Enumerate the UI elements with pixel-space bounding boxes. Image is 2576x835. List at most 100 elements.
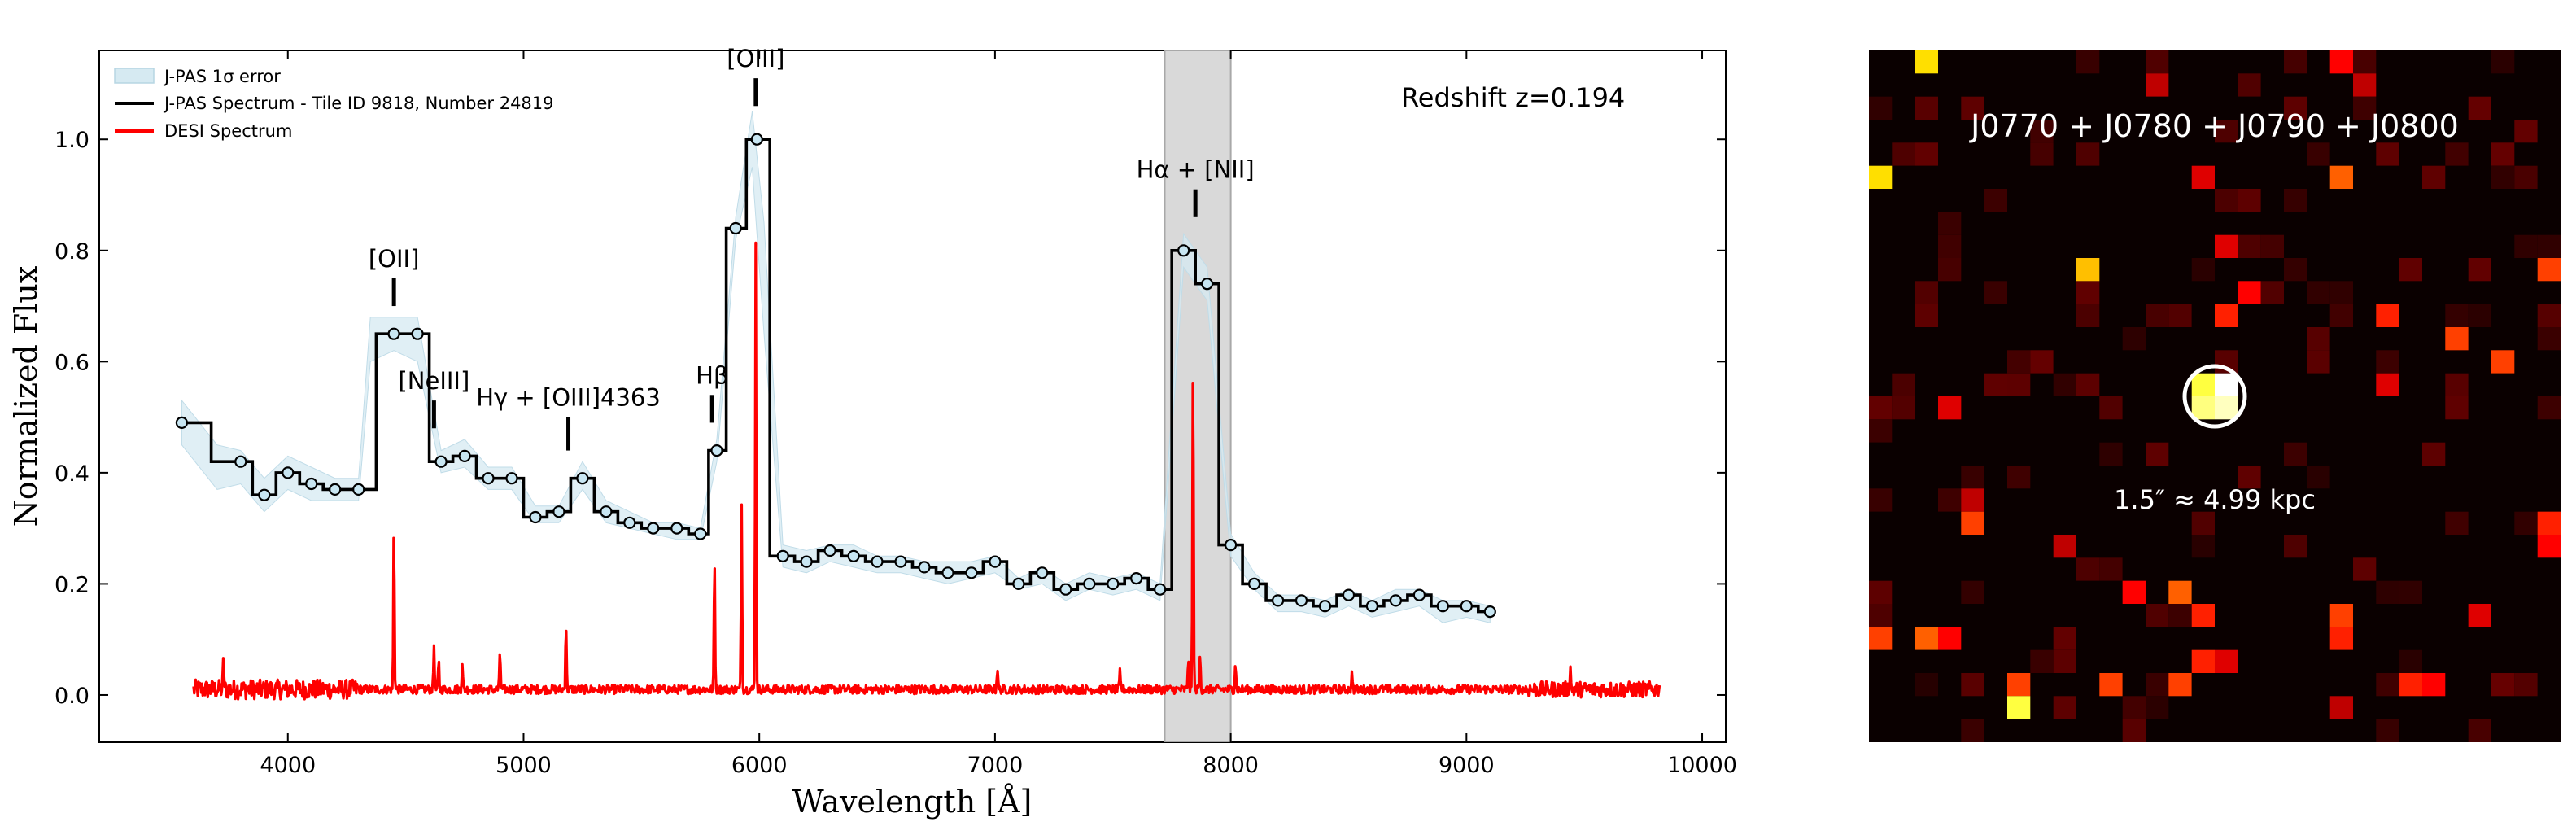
bright-pixel: [2191, 604, 2215, 627]
bright-pixel: [2168, 580, 2192, 604]
bright-pixel: [2353, 73, 2377, 97]
faint-pixel: [2537, 327, 2561, 351]
faint-pixel: [2168, 604, 2192, 627]
faint-pixel: [2491, 165, 2515, 189]
faint-pixel: [2445, 142, 2469, 166]
bright-pixel: [2007, 696, 2031, 719]
line-marker-label: [OIII]: [727, 45, 784, 72]
faint-pixel: [1869, 96, 1893, 120]
bright-pixel: [2537, 511, 2561, 535]
line-marker-label: [OII]: [369, 245, 420, 273]
faint-pixel: [2399, 580, 2422, 604]
x-tick-label: 10000: [1667, 753, 1737, 778]
redshift-annotation: Redshift z=0.194: [1401, 82, 1625, 113]
jpas-point: [776, 549, 789, 562]
bright-pixel: [1869, 627, 1893, 650]
faint-pixel: [2307, 350, 2330, 374]
bright-pixel: [1915, 50, 1938, 74]
faint-pixel: [2168, 304, 2192, 327]
faint-pixel: [1915, 96, 1938, 120]
jpas-point: [352, 483, 365, 496]
jpas-point: [1342, 588, 1356, 601]
y-tick-label: 0.0: [55, 684, 90, 709]
plot-frame: [98, 50, 1727, 743]
jpas-point: [800, 555, 813, 568]
jpas-point: [710, 444, 723, 457]
y-tick-label: 0.6: [55, 350, 90, 375]
jpas-point: [729, 221, 742, 235]
bright-pixel: [1938, 627, 1962, 650]
faint-pixel: [2053, 627, 2076, 650]
faint-pixel: [2445, 396, 2469, 420]
spectrum-panel: [OII] [NeIII]Hγ + [OIII]4363 Hβ [OIII] Hα + …: [8, 45, 1737, 820]
faint-pixel: [2399, 649, 2422, 673]
faint-pixel: [1869, 580, 1893, 604]
jpas-point: [1224, 538, 1238, 552]
faint-pixel: [1915, 281, 1938, 304]
x-tick-label: 8000: [1203, 753, 1259, 778]
faint-pixel: [2376, 719, 2399, 742]
jpas-point: [505, 472, 518, 485]
legend-label-jpas: J-PAS Spectrum - Tile ID 9818, Number 24…: [163, 94, 554, 113]
bright-pixel: [2168, 673, 2192, 697]
faint-pixel: [2238, 73, 2261, 97]
bright-pixel: [1915, 627, 1938, 650]
faint-pixel: [2284, 96, 2307, 120]
faint-pixel: [2468, 96, 2491, 120]
jpas-point: [1036, 566, 1049, 579]
faint-pixel: [2399, 258, 2422, 282]
faint-pixel: [2099, 557, 2123, 581]
faint-pixel: [1892, 396, 1915, 420]
faint-pixel: [2491, 50, 2515, 74]
faint-pixel: [2422, 165, 2446, 189]
bright-pixel: [2215, 649, 2238, 673]
jpas-point: [1130, 571, 1143, 585]
faint-pixel: [2353, 557, 2377, 581]
faint-pixel: [1961, 466, 1984, 489]
faint-pixel: [2191, 258, 2215, 282]
legend-label-desi: DESI Spectrum: [164, 121, 292, 141]
jpas-point: [965, 566, 978, 579]
jpas-point: [329, 483, 342, 496]
faint-pixel: [2329, 281, 2353, 304]
faint-pixel: [2353, 50, 2377, 74]
faint-pixel: [2537, 234, 2561, 258]
line-marker-label: Hβ: [696, 361, 728, 389]
bright-pixel: [2376, 304, 2399, 327]
faint-pixel: [2468, 304, 2491, 327]
jpas-point: [823, 544, 836, 557]
faint-pixel: [1938, 258, 1962, 282]
bright-pixel: [2399, 673, 2422, 697]
jpas-points: [175, 133, 1496, 619]
jpas-point: [305, 477, 318, 491]
faint-pixel: [2146, 673, 2169, 697]
faint-pixel: [1915, 673, 1938, 697]
source-pixel: [2191, 373, 2215, 396]
bright-pixel: [2491, 350, 2515, 374]
faint-pixel: [2260, 234, 2284, 258]
jpas-point: [552, 505, 565, 518]
source-pixel: [2215, 396, 2238, 420]
faint-pixel: [2422, 442, 2446, 466]
faint-pixel: [1961, 673, 1984, 697]
faint-pixel: [1984, 373, 2007, 396]
bright-pixel: [2007, 673, 2031, 697]
faint-pixel: [2514, 165, 2538, 189]
faint-pixel: [2260, 281, 2284, 304]
jpas-point: [458, 449, 471, 463]
x-tick-label: 6000: [731, 753, 788, 778]
faint-pixel: [2468, 258, 2491, 282]
jpas-point: [529, 510, 542, 524]
jpas-point: [623, 516, 636, 529]
source-pixel: [2215, 373, 2238, 396]
faint-pixel: [2053, 696, 2076, 719]
faint-pixel: [2146, 442, 2169, 466]
faint-pixel: [2076, 557, 2100, 581]
x-tick-label: 9000: [1439, 753, 1495, 778]
bright-pixel: [2215, 304, 2238, 327]
bright-pixel: [2329, 696, 2353, 719]
jpas-point: [1200, 278, 1214, 291]
faint-pixel: [2284, 535, 2307, 558]
jpas-point: [894, 555, 907, 568]
